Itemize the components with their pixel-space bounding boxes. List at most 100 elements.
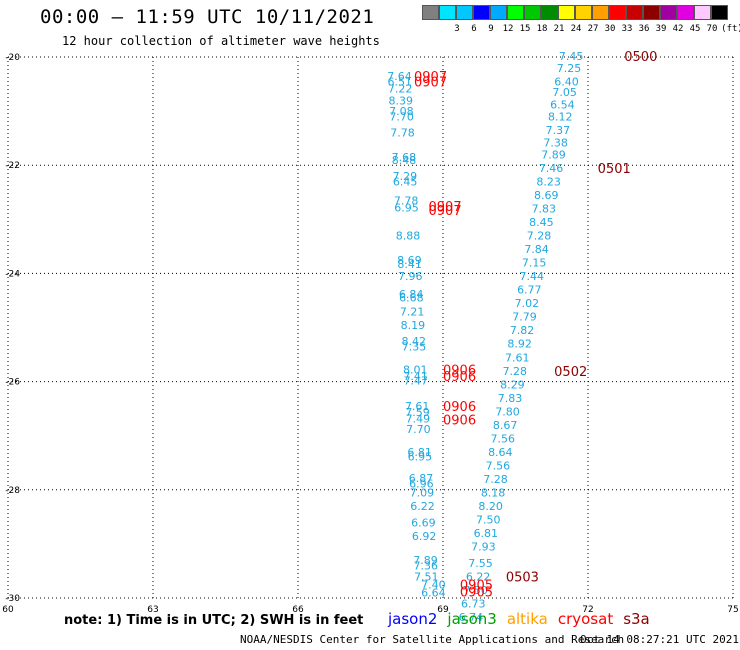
swh-value-label: 7.49 [406,412,431,425]
swh-value-label: 8.01 [403,364,428,377]
scale-label: 39 [655,24,667,34]
scale-swatch [507,5,524,20]
swh-value-label: 6.95 [408,450,433,463]
scale-swatch [694,5,711,20]
scale-swatch [660,5,677,20]
scale-swatch [456,5,473,20]
swh-value-label: 6.96 [409,477,434,490]
scale-label: 3 [454,24,460,34]
lat-tick-label: -30 [5,594,20,604]
lat-tick-label: -20 [5,53,20,63]
swh-value-label: 7.15 [522,257,547,270]
swh-value-label: 7.68 [392,151,417,164]
swh-value-label: 7.70 [389,111,414,124]
swh-value-label: 7.46 [539,162,564,175]
swh-value-label: 7.83 [532,202,557,215]
swh-value-label: 8.20 [478,500,503,513]
scale-swatch [490,5,507,20]
lon-tick-label: 60 [2,605,14,615]
scale-swatch [541,5,558,20]
swh-value-label: 8.64 [488,446,513,459]
swh-value-label: 6.77 [517,284,542,297]
swh-value-label: 8.69 [534,189,559,202]
swh-value-label: 7.29 [393,170,418,183]
scale-label: 70 [706,24,718,34]
scale-label: 27 [587,24,599,34]
swh-value-label: 7.64 [387,70,412,83]
scale-swatch [677,5,694,20]
pass-time-label: 0502 [554,365,587,380]
page-title: 00:00 – 11:59 UTC 10/11/2021 [40,6,375,28]
swh-value-label: 7.35 [402,340,427,353]
swh-value-label: 8.39 [389,94,414,107]
swh-value-label: 6.81 [407,446,432,459]
swh-value-label: 7.50 [463,584,488,597]
swh-value-label: 7.47 [404,375,429,388]
scale-label: 45 [689,24,701,34]
scale-swatch [439,5,456,20]
lon-tick-label: 63 [147,605,158,615]
swh-value-label: 7.05 [552,86,577,99]
legend-item-altika: altika [506,610,548,628]
pass-time-label: 0906 [443,413,476,428]
swh-value-label: 6.64 [421,587,446,600]
swh-value-label: 7.09 [410,487,435,500]
swh-value-label: 7.37 [546,124,571,137]
pass-time-label: 0905 [460,578,493,593]
swh-value-label: 8.69 [397,254,422,267]
lat-tick-label: -24 [5,269,20,279]
scale-label: 18 [536,24,548,34]
swh-value-label: 7.56 [486,459,511,472]
scale-swatch [643,5,660,20]
pass-time-label: 0907 [414,70,447,85]
swh-value-label: 7.83 [498,392,523,405]
scale-swatch [711,5,728,20]
swh-value-label: 7.50 [476,514,501,527]
pass-time-label: 0501 [598,162,631,177]
page-subtitle: 12 hour collection of altimeter wave hei… [62,34,380,48]
swh-value-label: 7.55 [468,557,493,570]
legend-item-cryosat: cryosat [557,610,614,628]
pass-time-label: 0906 [443,400,476,415]
scale-label: 42 [672,24,684,34]
swh-value-label: 7.08 [389,105,414,118]
swh-value-label: 6.68 [399,292,424,305]
swh-value-label: 7.28 [527,230,552,243]
swh-value-label: 7.45 [559,50,584,63]
swh-value-label: 8.88 [396,230,421,243]
lon-tick-label: 75 [727,605,738,615]
swh-value-label: 6.54 [550,99,575,112]
swh-value-label: 6.95 [394,201,419,214]
swh-value-label: 6.22 [410,500,435,513]
swh-value-label: 6.81 [474,527,499,540]
swh-value-label: 8.92 [507,338,532,351]
scale-swatch [609,5,626,20]
swh-value-label: 6.45 [393,175,418,188]
generated-timestamp: Oct 14 08:27:21 UTC 2021 [580,633,739,646]
swh-value-label: 7.96 [398,270,423,283]
scale-label: 12 [502,24,514,34]
swh-value-label: 7.36 [413,560,438,573]
swh-value-label: 6.92 [412,530,437,543]
swh-value-label: 8.18 [481,487,506,500]
swh-value-label: 7.28 [503,365,528,378]
pass-time-label: 0905 [460,586,493,601]
swh-value-label: 8.41 [397,258,422,271]
swh-value-label: 8.29 [500,378,525,391]
swh-value-label: 6.84 [399,288,424,301]
credit-line: NOAA/NESDIS Center for Satellite Applica… [240,633,625,646]
swh-value-label: 8.42 [401,335,426,348]
scale-label: 9 [488,24,494,34]
swh-value-label: 7.51 [414,570,439,583]
swh-value-label: 7.82 [510,324,535,337]
legend-item-s3a: s3a [623,610,650,628]
pass-time-label: 0906 [443,370,476,385]
pass-time-label: 0500 [624,50,657,65]
swh-value-label: 6.40 [554,75,579,88]
legend-item-jason3: jason3 [447,610,497,628]
swh-value-label: 6.22 [466,570,491,583]
scale-label: 6 [471,24,477,34]
scale-swatch [422,5,439,20]
